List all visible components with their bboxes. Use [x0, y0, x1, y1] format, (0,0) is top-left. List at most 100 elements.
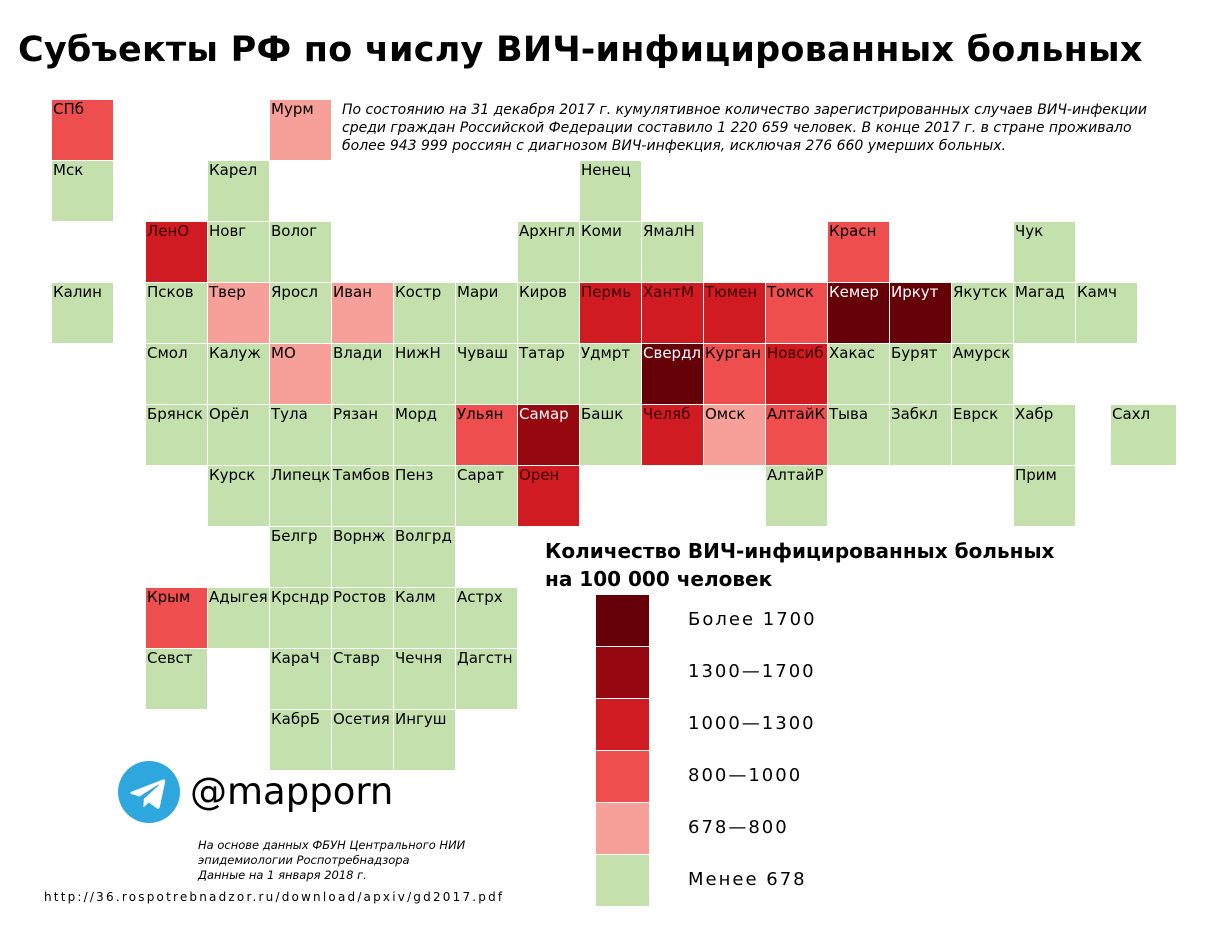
region-tile-osetiya: Осетия — [332, 710, 393, 770]
region-tile-kursk: Курск — [208, 466, 269, 526]
legend-swatch-c5 — [596, 595, 649, 646]
region-tile-sverdl: Свердл — [642, 344, 703, 404]
region-tile-komi: Коми — [580, 222, 641, 282]
legend-label-c3: 1000—1300 — [688, 713, 816, 734]
region-tile-perm: Пермь — [580, 283, 641, 343]
region-tile-samar: Самар — [518, 405, 579, 465]
legend-title-line-1: Количество ВИЧ-инфицированных больных — [545, 539, 1055, 563]
region-tile-sahl: Сахл — [1111, 405, 1176, 465]
region-tile-buryat: Бурят — [890, 344, 951, 404]
source-note: На основе данных ФБУН Центрального НИИ э… — [198, 838, 465, 883]
region-tile-astrh: Астрх — [456, 588, 517, 648]
region-tile-volog: Волог — [270, 222, 331, 282]
region-tile-tver: Твер — [208, 283, 269, 343]
region-tile-kamch: Камч — [1076, 283, 1137, 343]
region-tile-ivan: Иван — [332, 283, 393, 343]
telegram-icon — [118, 761, 180, 823]
region-tile-mari: Мари — [456, 283, 517, 343]
region-tile-sevst: Севст — [146, 649, 207, 709]
region-tile-bashk: Башк — [580, 405, 641, 465]
legend-swatch-c4 — [596, 647, 649, 698]
region-tile-tambov: Тамбов — [332, 466, 393, 526]
region-tile-kirov: Киров — [518, 283, 579, 343]
intro-text: По состоянию на 31 декабря 2017 г. кумул… — [342, 102, 1147, 154]
region-tile-msk: Мск — [52, 161, 113, 221]
region-tile-spb: СПб — [52, 100, 113, 160]
region-tile-tatar: Татар — [518, 344, 579, 404]
region-tile-chechnya: Чечня — [394, 649, 455, 709]
region-tile-ulyan: Ульян — [456, 405, 517, 465]
legend-swatch-c3 — [596, 699, 649, 750]
region-tile-udmrt: Удмрт — [580, 344, 641, 404]
region-tile-prim: Прим — [1014, 466, 1075, 526]
region-tile-kemer: Кемер — [828, 283, 889, 343]
region-tile-smol: Смол — [146, 344, 207, 404]
region-tile-mo: МО — [270, 344, 331, 404]
region-tile-adygeya: Адыгея — [208, 588, 269, 648]
region-tile-altayr: АлтайР — [766, 466, 827, 526]
region-tile-penz: Пенз — [394, 466, 455, 526]
legend-label-c0: Менее 678 — [688, 869, 807, 890]
legend-swatch-c0 — [596, 855, 649, 906]
region-tile-novsib: Новсиб — [766, 344, 827, 404]
region-tile-sarat: Сарат — [456, 466, 517, 526]
region-tile-kurgan: Курган — [704, 344, 765, 404]
region-tile-vladi: Влади — [332, 344, 393, 404]
region-tile-murm: Мурм — [270, 100, 331, 160]
region-tile-stavr: Ставр — [332, 649, 393, 709]
region-tile-chuk: Чук — [1014, 222, 1075, 282]
region-tile-hantm: ХантМ — [642, 283, 703, 343]
map-title: Субъекты РФ по числу ВИЧ-инфицированных … — [18, 30, 1143, 70]
legend-label-c2: 800—1000 — [688, 765, 803, 786]
region-tile-omsk: Омск — [704, 405, 765, 465]
region-tile-yakutsk: Якутск — [952, 283, 1013, 343]
region-tile-mord: Морд — [394, 405, 455, 465]
region-tile-amursk: Амурск — [952, 344, 1013, 404]
region-tile-vornzh: Ворнж — [332, 527, 393, 587]
region-tile-arhngl: Архнгл — [518, 222, 579, 282]
region-tile-rostov: Ростов — [332, 588, 393, 648]
region-tile-kabrb: КабрБ — [270, 710, 331, 770]
region-tile-habr: Хабр — [1014, 405, 1075, 465]
region-tile-pskov: Псков — [146, 283, 207, 343]
region-tile-kalm: Калм — [394, 588, 455, 648]
region-tile-belgr: Белгр — [270, 527, 331, 587]
region-tile-dagstn: Дагстн — [456, 649, 517, 709]
region-tile-leno: ЛенО — [146, 222, 207, 282]
source-line-2: эпидемиологии Роспотребнадзора — [198, 853, 410, 867]
region-tile-nenets: Ненец — [580, 161, 641, 221]
region-tile-orel: Орёл — [208, 405, 269, 465]
region-tile-yamaln: ЯмалН — [642, 222, 703, 282]
region-tile-kalin: Калин — [52, 283, 113, 343]
legend-title-line-2: на 100 000 человек — [545, 567, 773, 591]
legend-swatch-c1 — [596, 803, 649, 854]
legend-label-c5: Более 1700 — [688, 609, 817, 630]
legend-title: Количество ВИЧ-инфицированных больных на… — [545, 537, 1054, 593]
region-tile-krym: Крым — [146, 588, 207, 648]
region-tile-karach: КараЧ — [270, 649, 331, 709]
region-tile-yarosl: Яросл — [270, 283, 331, 343]
region-tile-tyva: Тыва — [828, 405, 889, 465]
region-tile-zabkl: Забкл — [890, 405, 951, 465]
region-tile-tomsk: Томск — [766, 283, 827, 343]
region-tile-irkut: Иркут — [890, 283, 951, 343]
region-tile-krasn: Красн — [828, 222, 889, 282]
region-tile-karel: Карел — [208, 161, 269, 221]
region-tile-kostr: Костр — [394, 283, 455, 343]
telegram-handle: @mapporn — [190, 770, 394, 813]
source-line-1: На основе данных ФБУН Центрального НИИ — [198, 838, 466, 852]
region-tile-tyumen: Тюмен — [704, 283, 765, 343]
region-tile-volgrd: Волгрд — [394, 527, 455, 587]
region-tile-novg: Новг — [208, 222, 269, 282]
legend-label-c4: 1300—1700 — [688, 661, 816, 682]
legend-swatch-c2 — [596, 751, 649, 802]
region-tile-bryansk: Брянск — [146, 405, 207, 465]
region-tile-oren: Орен — [518, 466, 579, 526]
region-tile-evrsk: Еврск — [952, 405, 1013, 465]
source-url: http://36.rospotrebnadzor.ru/download/ap… — [44, 890, 505, 904]
region-tile-magad: Магад — [1014, 283, 1075, 343]
region-tile-nizhn: НижН — [394, 344, 455, 404]
region-tile-altayk: АлтайК — [766, 405, 827, 465]
region-tile-hakas: Хакас — [828, 344, 889, 404]
source-line-3: Данные на 1 января 2018 г. — [198, 868, 367, 882]
